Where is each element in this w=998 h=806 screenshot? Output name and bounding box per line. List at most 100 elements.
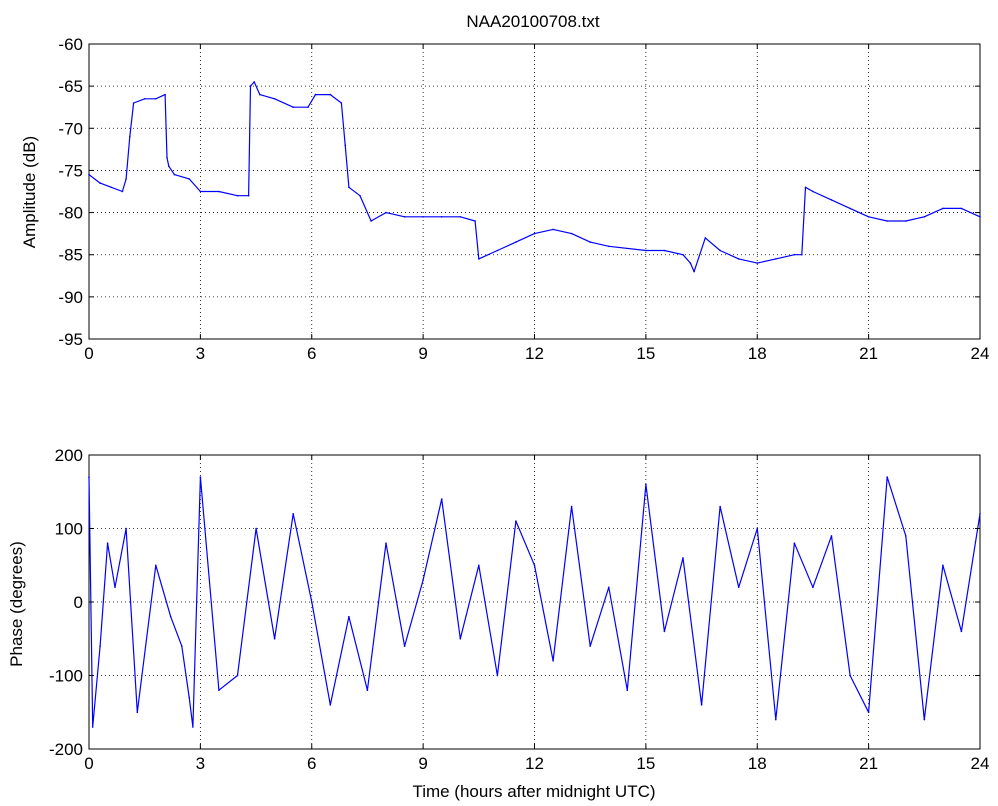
phase-x-tick-label: 24 — [971, 754, 990, 773]
amplitude-x-tick-label: 15 — [636, 344, 655, 363]
amplitude-data-point — [273, 98, 276, 100]
phase-data-point — [192, 726, 194, 728]
amplitude-data-point — [403, 216, 406, 218]
amplitude-data-point — [129, 135, 131, 138]
phase-data-point — [188, 696, 190, 699]
phase-data-point — [255, 527, 257, 530]
phase-data-point — [849, 674, 851, 677]
amplitude-data-point — [314, 93, 317, 96]
phase-data-point — [589, 645, 591, 647]
amplitude-x-tick-label: 6 — [307, 344, 316, 363]
phase-data-point — [960, 630, 963, 633]
phase-data-point — [155, 564, 157, 567]
amplitude-data-point — [867, 216, 870, 218]
amplitude-data-point — [979, 216, 981, 218]
amplitude-data-point — [793, 253, 796, 256]
phase-data-point — [515, 520, 517, 522]
amplitude-data-point — [804, 186, 807, 189]
amplitude-data-point — [199, 190, 202, 193]
amplitude-data-point — [849, 207, 851, 210]
phase-data-point — [311, 601, 313, 603]
amplitude-data-point — [348, 186, 350, 189]
phase-data-point — [626, 689, 629, 691]
phase-data-point — [552, 660, 554, 662]
phase-data-point — [348, 615, 350, 618]
amplitude-data-point — [188, 178, 190, 180]
phase-data-point — [459, 638, 462, 640]
amplitude-y-tick-label: -90 — [58, 288, 83, 307]
phase-data-point — [403, 645, 406, 647]
amplitude-data-point — [960, 207, 963, 210]
amplitude-data-point — [370, 220, 372, 222]
amplitude-x-tick-label: 24 — [971, 344, 990, 363]
phase-x-tick-label: 0 — [84, 754, 93, 773]
phase-x-tick-label: 6 — [307, 754, 316, 773]
amplitude-data-point — [812, 190, 814, 193]
phase-y-axis-label: Phase (degrees) — [7, 541, 26, 667]
amplitude-data-point — [775, 258, 777, 260]
amplitude-data-point — [329, 93, 332, 96]
amplitude-data-point — [125, 178, 127, 180]
phase-data-point — [496, 674, 499, 677]
phase-data-point — [979, 513, 981, 515]
amplitude-data-point — [830, 199, 833, 201]
amplitude-data-point — [121, 190, 124, 193]
phase-x-axis-label: Time (hours after midnight UTC) — [412, 782, 655, 801]
amplitude-y-axis-label: Amplitude (dB) — [20, 136, 39, 248]
phase-y-tick-label: 100 — [55, 520, 83, 539]
amplitude-data-point — [143, 98, 146, 100]
amplitude-data-point — [589, 241, 591, 243]
phase-data-point — [236, 674, 239, 677]
phase-data-point — [329, 704, 332, 706]
phase-data-point — [923, 718, 926, 721]
amplitude-y-tick-label: -75 — [58, 161, 83, 180]
phase-data-point — [886, 476, 888, 478]
amplitude-y-tick-label: -70 — [58, 119, 83, 138]
amplitude-data-point — [704, 237, 707, 239]
phase-ticks: 0 3 6 9 12 15 18 21 24 -200 -100 0 100 200 — [49, 446, 989, 773]
phase-data-point — [106, 542, 109, 544]
amplitude-data-point — [155, 98, 157, 100]
amplitude-data-point — [132, 102, 135, 104]
phase-y-tick-label: -200 — [49, 740, 83, 759]
amplitude-y-tick-label: -80 — [58, 204, 83, 223]
amplitude-x-tick-label: 21 — [859, 344, 878, 363]
amplitude-data-point — [923, 216, 926, 218]
phase-data-point — [775, 718, 777, 721]
phase-data-point — [422, 579, 424, 581]
phase-data-point — [273, 638, 276, 640]
phase-data-point — [218, 689, 220, 691]
amplitude-x-tick-label: 12 — [525, 344, 544, 363]
phase-panel: Phase (degrees) Time (hours after midnig… — [7, 446, 989, 801]
phase-plot-area: 0 3 6 9 12 15 18 21 24 -200 -100 0 100 200 — [49, 446, 989, 773]
phase-x-tick-label: 15 — [636, 754, 655, 773]
phase-data-point — [114, 586, 116, 589]
amplitude-data-point — [88, 173, 90, 176]
amplitude-data-point — [533, 232, 536, 235]
amplitude-data-point — [515, 241, 517, 243]
amplitude-series-line — [88, 81, 981, 273]
amplitude-data-point — [645, 249, 647, 252]
phase-series — [88, 476, 981, 728]
amplitude-panel: NAA20100708.txt Amplitude (dB) 0 3 6 9 12 15 1… — [20, 12, 989, 363]
amplitude-data-point — [359, 194, 361, 197]
amplitude-data-point — [737, 258, 740, 260]
amplitude-y-tick-label: -95 — [58, 330, 83, 349]
amplitude-data-point — [905, 220, 907, 222]
amplitude-data-point — [236, 194, 239, 197]
phase-data-point — [719, 505, 721, 508]
amplitude-y-tick-label: -60 — [58, 35, 83, 54]
amplitude-data-point — [693, 270, 695, 273]
amplitude-data-point — [886, 220, 888, 222]
amplitude-data-point — [164, 93, 166, 96]
phase-data-point — [169, 615, 172, 618]
phase-data-point — [478, 564, 480, 567]
phase-x-tick-label: 9 — [418, 754, 427, 773]
phase-x-tick-label: 21 — [859, 754, 878, 773]
amplitude-data-point — [689, 262, 692, 264]
amplitude-data-point — [344, 144, 347, 146]
phase-data-point — [756, 527, 759, 530]
amplitude-data-point — [608, 245, 610, 248]
amplitude-data-point — [340, 102, 343, 104]
phase-data-point — [942, 564, 944, 567]
